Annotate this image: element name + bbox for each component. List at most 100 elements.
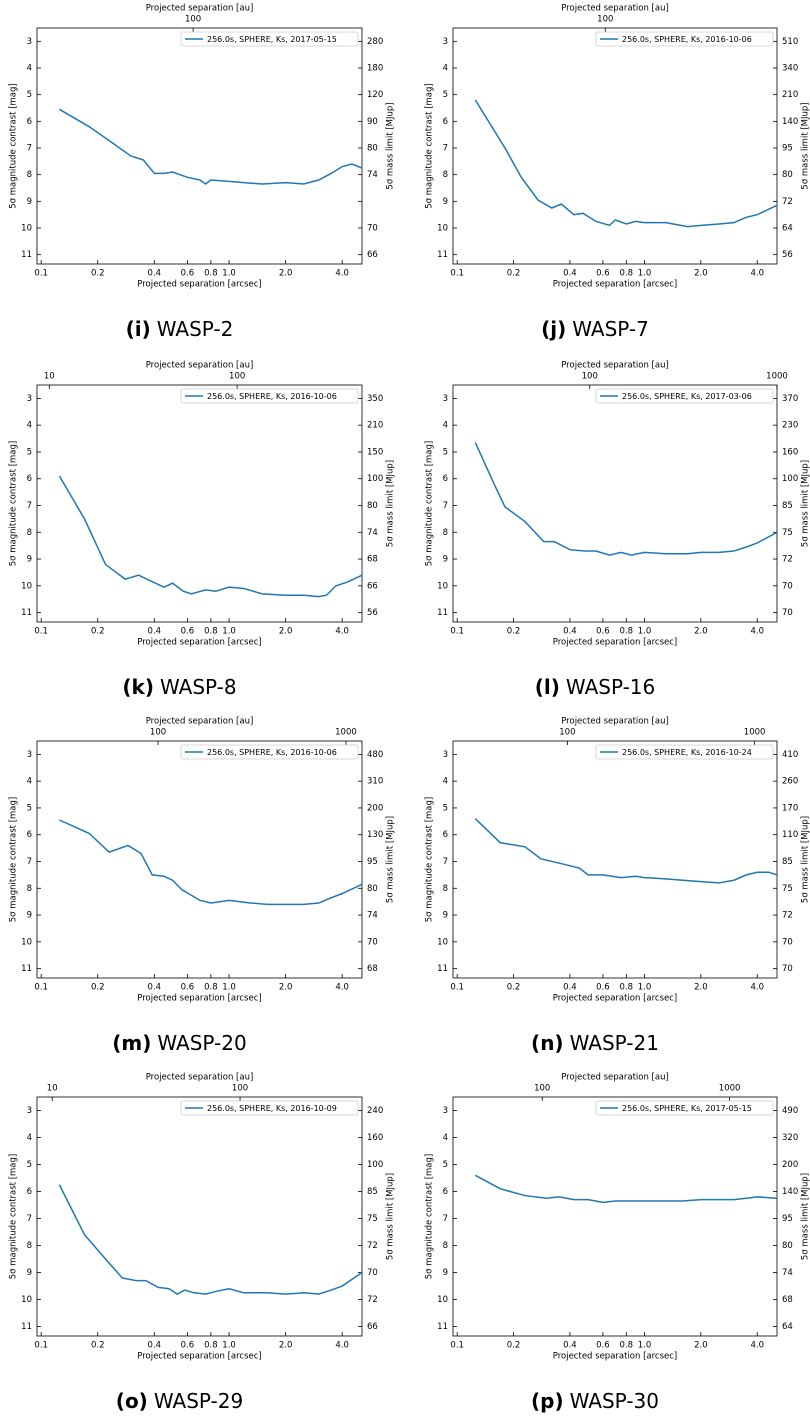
x-tick-label: 0.8: [620, 627, 634, 637]
y-tick-label: 8: [27, 528, 32, 538]
x2-axis-label: Projected separation [au]: [561, 1073, 669, 1083]
y-tick-label: 3: [443, 1106, 448, 1116]
panel-title: WASP-30: [570, 1389, 659, 1413]
y2-axis-label: 5σ mass limit [MJup]: [801, 1173, 810, 1260]
plot-frame: [36, 1096, 363, 1337]
y-tick-label: 7: [27, 1214, 32, 1224]
plot-frame: [452, 384, 778, 623]
x-tick-label: 2.0: [694, 1341, 708, 1351]
y2-tick-label: 100: [367, 1160, 383, 1170]
y2-tick-label: 280: [367, 37, 383, 47]
x-tick-label: 2.0: [279, 1341, 293, 1351]
x-tick-label: 1.0: [638, 1341, 652, 1351]
y2-tick-label: 74: [782, 1268, 793, 1278]
y2-tick-label: 90: [367, 117, 378, 127]
x-tick-label: 2.0: [694, 627, 708, 637]
y-tick-label: 5: [27, 803, 32, 813]
x2-tick-label: 10: [47, 1084, 58, 1094]
panel-letter: (l): [535, 675, 560, 699]
y2-tick-label: 72: [367, 1241, 378, 1251]
y-tick-label: 5: [443, 1160, 448, 1170]
y-axis-label: 5σ magnitude contrast [mag]: [425, 1154, 435, 1279]
data-line: [59, 819, 363, 906]
panel-letter: (i): [126, 317, 151, 341]
y2-tick-label: 95: [782, 144, 793, 154]
legend-label: 256.0s, SPHERE, Ks, 2016-10-06: [207, 748, 337, 757]
y2-tick-label: 100: [367, 474, 383, 484]
y-tick-label: 6: [443, 117, 448, 127]
x-tick-label: 2.0: [279, 269, 293, 279]
x-tick-label: 0.6: [596, 1341, 610, 1351]
legend-box: [180, 1100, 359, 1116]
x-tick-label: 0.6: [596, 627, 610, 637]
x2-tick-label: 1000: [766, 372, 788, 382]
y2-tick-label: 80: [782, 1241, 793, 1251]
x-tick-label: 0.1: [34, 1341, 48, 1351]
data-line: [474, 99, 778, 228]
y-tick-label: 11: [21, 964, 32, 974]
y2-tick-label: 66: [367, 1322, 378, 1332]
y-tick-label: 10: [437, 224, 448, 234]
y2-tick-label: 70: [367, 224, 378, 234]
y-tick-label: 6: [443, 474, 448, 484]
panel-caption: (n) WASP-21: [531, 1031, 659, 1055]
y-tick-label: 3: [27, 1106, 32, 1116]
y2-tick-label: 340: [782, 64, 798, 74]
y-tick-label: 7: [443, 501, 448, 511]
x2-tick-label: 100: [229, 372, 245, 382]
y-tick-label: 9: [27, 911, 32, 921]
y-tick-label: 7: [27, 857, 32, 867]
x-tick-label: 1.0: [222, 983, 236, 993]
y-axis-label: 5σ magnitude contrast [mag]: [9, 441, 19, 566]
y2-tick-label: 70: [782, 937, 793, 947]
y2-tick-label: 140: [782, 1187, 798, 1197]
x2-axis-label: Projected separation [au]: [146, 1073, 254, 1083]
y2-tick-label: 160: [367, 1133, 383, 1143]
y2-tick-label: 95: [782, 1214, 793, 1224]
x-tick-label: 0.8: [204, 627, 218, 637]
y-tick-label: 5: [443, 803, 448, 813]
y-axis-label: 5σ magnitude contrast [mag]: [425, 83, 435, 208]
x-tick-label: 0.4: [148, 1341, 162, 1351]
x2-tick-label: 100: [582, 372, 598, 382]
x-tick-label: 0.6: [596, 983, 610, 993]
x-tick-label: 0.1: [450, 1341, 464, 1351]
y2-tick-label: 350: [367, 394, 383, 404]
y-tick-label: 6: [27, 117, 32, 127]
x2-axis-label: Projected separation [au]: [561, 361, 669, 371]
x-tick-label: 1.0: [222, 627, 236, 637]
x-tick-label: 0.8: [204, 1341, 218, 1351]
x-tick-label: 2.0: [694, 269, 708, 279]
panel-caption: (o) WASP-29: [116, 1389, 243, 1413]
x-tick-label: 0.1: [450, 269, 464, 279]
y-tick-label: 3: [27, 394, 32, 404]
y-tick-label: 11: [437, 964, 448, 974]
x2-tick-label: 100: [559, 728, 575, 738]
y2-tick-label: 64: [782, 224, 793, 234]
y-axis-label: 5σ magnitude contrast [mag]: [425, 441, 435, 566]
x2-tick-label: 100: [534, 1084, 550, 1094]
y2-axis-label: 5σ mass limit [MJup]: [801, 460, 810, 547]
legend-box: [595, 1100, 774, 1116]
y-tick-label: 9: [443, 1268, 448, 1278]
x-tick-label: 0.4: [563, 269, 577, 279]
y2-tick-label: 150: [367, 447, 383, 457]
y-tick-label: 7: [27, 501, 32, 511]
y-tick-label: 10: [437, 581, 448, 591]
y-tick-label: 11: [437, 608, 448, 618]
panel: 0.1 0.2 0.4 0.6 0.8 1.0 2.0 4.0 100 1000 3 370 4 230 5…: [425, 361, 810, 699]
y-tick-label: 11: [21, 1322, 32, 1332]
panel-title: WASP-29: [154, 1389, 243, 1413]
panel: 0.1 0.2 0.4 0.6 0.8 1.0 2.0 4.0 10 100 3 350 4 210 5 15…: [9, 361, 396, 699]
y-tick-label: 3: [27, 750, 32, 760]
panel-letter: (m): [112, 1031, 151, 1055]
y-tick-label: 11: [21, 608, 32, 618]
y-tick-label: 9: [27, 197, 32, 207]
x-tick-label: 0.1: [34, 627, 48, 637]
x-axis-label: Projected separation [arcsec]: [137, 1352, 262, 1362]
data-line: [58, 1184, 363, 1296]
y-axis-label: 5σ magnitude contrast [mag]: [9, 1154, 19, 1279]
x-tick-label: 1.0: [638, 269, 652, 279]
y-axis-label: 5σ magnitude contrast [mag]: [9, 83, 19, 208]
